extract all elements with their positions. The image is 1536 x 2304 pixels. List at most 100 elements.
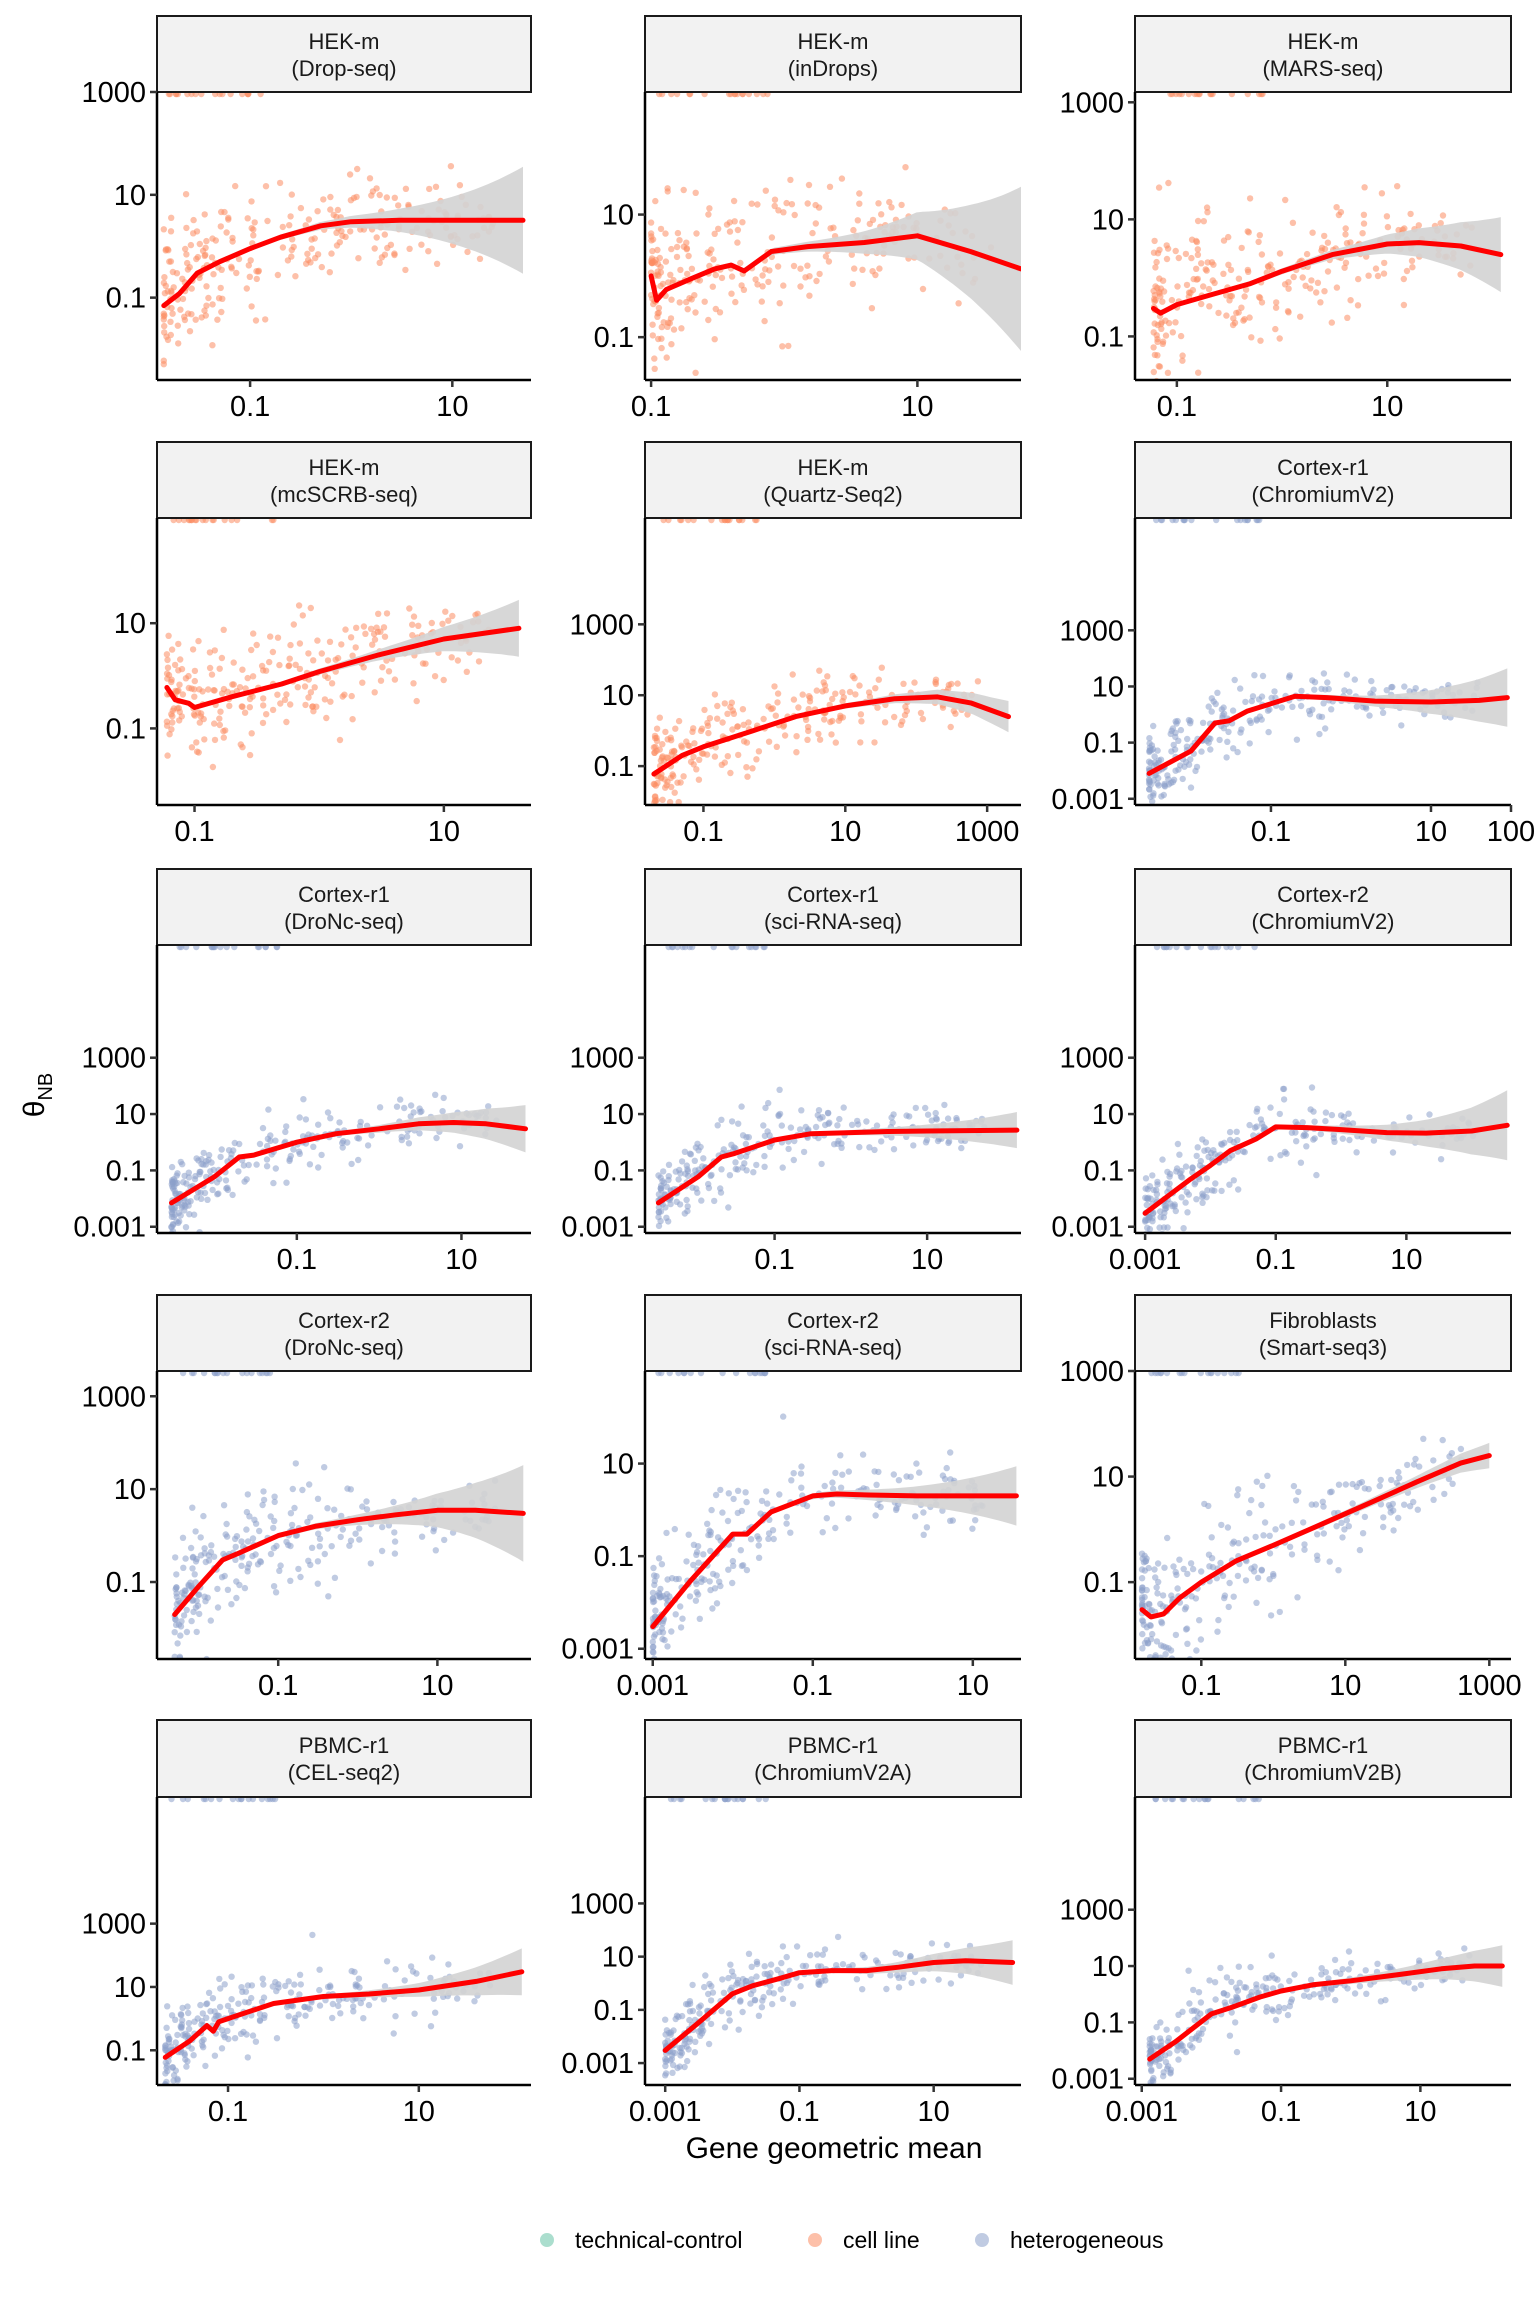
scatter-point [790, 262, 798, 270]
scatter-point [1246, 1509, 1253, 1517]
scatter-point [360, 623, 368, 630]
scatter-point [1409, 264, 1416, 271]
scatter-point [735, 1120, 742, 1127]
scatter-point [188, 1371, 196, 1377]
scatter-point [407, 1963, 415, 1970]
scatter-point [692, 309, 699, 316]
x-tick-label: 10 [829, 816, 861, 848]
x-tick-label: 0.1 [779, 2096, 819, 2128]
scatter-point [1162, 1644, 1170, 1651]
scatter-point [1266, 706, 1273, 713]
scatter-point [1155, 1578, 1162, 1586]
scatter-point [168, 214, 175, 221]
scatter-point [758, 298, 765, 305]
scatter-point [1230, 1538, 1238, 1545]
scatter-point [1170, 741, 1177, 749]
scatter-point [1324, 239, 1332, 246]
scatter-point [292, 1460, 299, 1467]
scatter-point [316, 1543, 323, 1550]
scatter-point [217, 284, 224, 292]
scatter-point [209, 1995, 217, 2002]
scatter-point [1437, 220, 1444, 227]
scatter-point [769, 2000, 776, 2008]
scatter-point [664, 185, 671, 192]
scatter-point [1138, 1601, 1146, 1609]
plot-area [163, 518, 522, 771]
scatter-point [700, 2027, 707, 2034]
scatter-point [672, 725, 679, 732]
scatter-point [673, 92, 681, 98]
scatter-point [1184, 1209, 1191, 1216]
scatter-point [669, 945, 676, 951]
scatter-point [178, 2011, 185, 2019]
scatter-point [734, 1487, 742, 1495]
scatter-point [448, 654, 455, 661]
plot-area [649, 1371, 1019, 1659]
scatter-point [263, 1142, 271, 1150]
scatter-point [1238, 726, 1245, 733]
scatter-point [285, 2013, 292, 2020]
scatter-point [1175, 2056, 1182, 2063]
scatter-point [170, 284, 177, 291]
x-tick-label: 1000 [955, 816, 1020, 848]
scatter-point [807, 1952, 814, 1959]
scatter-point [203, 2014, 210, 2022]
scatter-point [706, 262, 713, 270]
scatter-point [183, 1606, 190, 1614]
scatter-point [311, 684, 318, 691]
scatter-point [715, 225, 722, 232]
scatter-point [1381, 259, 1388, 267]
scatter-point [728, 273, 736, 280]
scatter-point [333, 229, 340, 236]
scatter-point [236, 684, 244, 691]
scatter-point [329, 2014, 336, 2022]
scatter-point [320, 196, 327, 203]
scatter-point [367, 625, 375, 632]
scatter-point [1184, 945, 1192, 951]
scatter-point [1159, 1592, 1167, 1599]
scatter-point [665, 1161, 673, 1169]
scatter-point [1290, 273, 1297, 281]
scatter-point [822, 687, 829, 694]
scatter-point [1348, 1960, 1355, 1967]
scatter-point [402, 185, 410, 192]
trend-line [1151, 240, 1504, 316]
scatter-point [912, 1513, 919, 1520]
scatter-point [476, 255, 484, 262]
plot-area [160, 92, 526, 368]
scatter-point [179, 691, 187, 698]
scatter-point [748, 1963, 755, 1971]
scatter-point [416, 1130, 423, 1137]
scatter-point [749, 765, 756, 772]
scatter-point [1383, 687, 1391, 694]
scatter-point [1178, 1174, 1186, 1181]
scatter-point [693, 1551, 700, 1559]
scatter-point [714, 1122, 721, 1129]
scatter-point [1176, 1371, 1183, 1377]
scatter-point [202, 2062, 209, 2070]
scatter-point [947, 1476, 954, 1483]
scatter-point [744, 773, 751, 780]
scatter-point [1276, 1608, 1284, 1616]
scatter-point [376, 191, 383, 199]
scatter-point [737, 1547, 744, 1554]
y-axis-title: θNB [18, 1073, 57, 1117]
scatter-point [745, 1950, 753, 1958]
scatter-point [1164, 245, 1172, 252]
scatter-point [954, 680, 961, 687]
scatter-point [718, 1116, 725, 1124]
scatter-point [673, 253, 681, 261]
scatter-point [1261, 1519, 1269, 1526]
scatter-point [1307, 285, 1314, 292]
scatter-point [181, 316, 189, 324]
scatter-point [1157, 293, 1164, 300]
scatter-point [260, 1994, 268, 2001]
scatter-point [758, 1497, 766, 1505]
scatter-point [685, 1531, 692, 1538]
scatter-point [189, 1554, 197, 1561]
scatter-point [1225, 233, 1232, 241]
scatter-point [761, 1371, 768, 1377]
